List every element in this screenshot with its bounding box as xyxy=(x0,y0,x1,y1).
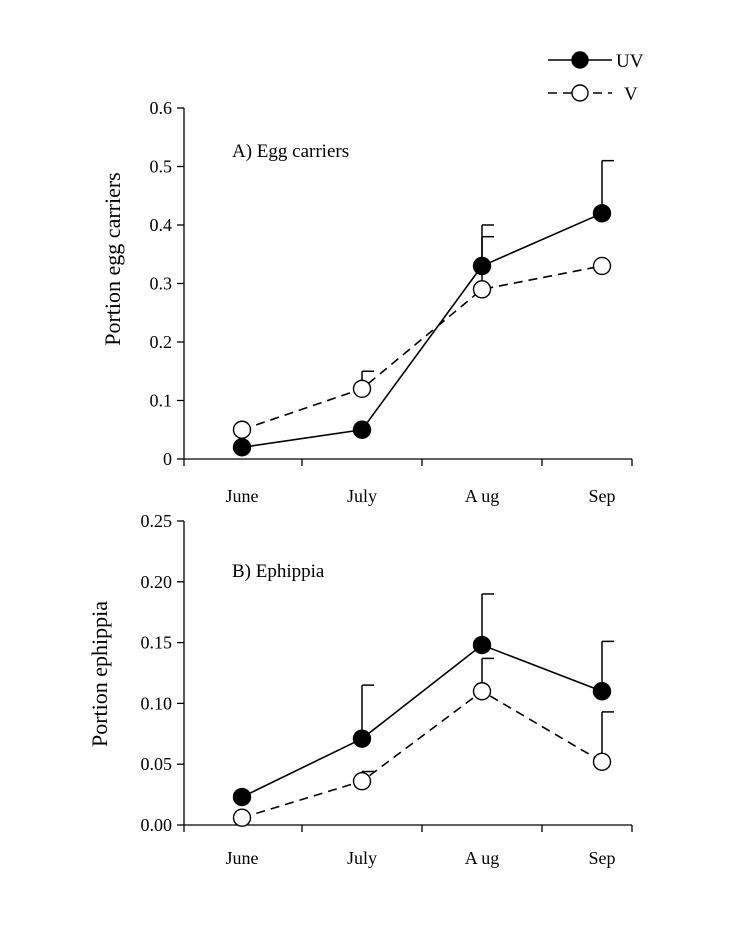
legend-uv-marker xyxy=(571,51,589,69)
panel-a-y-tick-label: 0.1 xyxy=(150,391,173,411)
panel-a-uv-point xyxy=(352,420,372,439)
panel-a-y-tick-label: 0.4 xyxy=(150,215,173,235)
panel-a-x-tick-label: A ug xyxy=(465,486,500,506)
panel-b-y-tick-label: 0.20 xyxy=(141,572,173,592)
panel-b-v-point xyxy=(352,772,372,791)
panel-b-y-tick-label: 0.05 xyxy=(141,754,173,774)
panel-b-marks xyxy=(232,593,614,827)
panel-b-uv-point xyxy=(352,729,372,748)
panel-b-uv-series-line xyxy=(241,644,603,798)
panel-b-axes xyxy=(183,521,632,826)
panel-b-v-point xyxy=(592,752,612,771)
legend-uv-label: UV xyxy=(616,51,644,72)
panel-b-x-tick-label: Sep xyxy=(589,848,616,868)
panel-b-v-point xyxy=(472,682,492,701)
panel-a-y-axis-title: Portion egg carriers xyxy=(100,172,125,346)
panel-b-x-tick-label: A ug xyxy=(465,848,500,868)
panel-a-v-series-line xyxy=(241,265,603,431)
panel-a-y-tick-label: 0.6 xyxy=(150,98,173,118)
panel-a-v-point xyxy=(592,256,612,276)
panel-b-uv-point xyxy=(472,635,492,655)
panel-a-uv-point xyxy=(232,438,252,457)
panel-a-y-tick-label: 0 xyxy=(163,449,172,469)
panel-b-x-tick-label: June xyxy=(226,848,259,868)
panel-a-x-tick-label: July xyxy=(347,486,377,506)
panel-a-y-tick-label: 0.5 xyxy=(150,157,173,177)
panel-b-y-tick-label: 0.15 xyxy=(141,633,173,653)
panel-a-x-tick-label: Sep xyxy=(589,486,616,506)
panel-a-v-point xyxy=(232,420,252,439)
panel-b-uv-point xyxy=(592,682,612,701)
panel-b-y-tick-label: 0.00 xyxy=(141,815,173,835)
panel-a-y-tick-label: 0.3 xyxy=(150,274,173,294)
panel-b-ticks: 0.00 0.05 0.10 0.15 0.20 0.25 June July A ug Sep xyxy=(141,511,633,868)
panel-b-label: B) Ephippia xyxy=(232,561,325,582)
panel-a-uv-point xyxy=(472,256,492,276)
panel-b-v-series-line xyxy=(241,690,603,819)
panel-a-ticks: 0 0.1 0.2 0.3 0.4 0.5 0.6 June July A ug Sep xyxy=(150,98,633,506)
panel-a-x-tick-label: June xyxy=(226,486,259,506)
panel-b-x-tick-label: July xyxy=(347,848,377,868)
panel-a-uv-point xyxy=(592,204,612,223)
panel-b-y-tick-label: 0.10 xyxy=(141,693,173,713)
panel-a-y-tick-label: 0.2 xyxy=(150,332,173,352)
panel-a-egg-carriers: A) Egg carriers Portion egg carriers 0 0.… xyxy=(100,98,633,506)
panel-a-v-point xyxy=(352,379,372,398)
panel-a-label: A) Egg carriers xyxy=(232,141,349,162)
legend-v-label: V xyxy=(624,84,638,105)
panel-a-v-point xyxy=(472,280,492,299)
panel-b-y-axis-title: Portion ephippia xyxy=(87,601,112,747)
panel-b-v-point xyxy=(232,808,252,827)
panel-a-marks xyxy=(232,159,614,457)
panel-b-y-tick-label: 0.25 xyxy=(141,511,173,531)
legend: UV V xyxy=(548,51,644,105)
panel-b-uv-point xyxy=(232,787,252,807)
panel-a-uv-series-line xyxy=(241,212,603,449)
panel-b-ephippia: B) Ephippia Portion ephippia 0.00 0.05 0.1… xyxy=(87,511,633,868)
legend-v-marker xyxy=(571,84,589,102)
